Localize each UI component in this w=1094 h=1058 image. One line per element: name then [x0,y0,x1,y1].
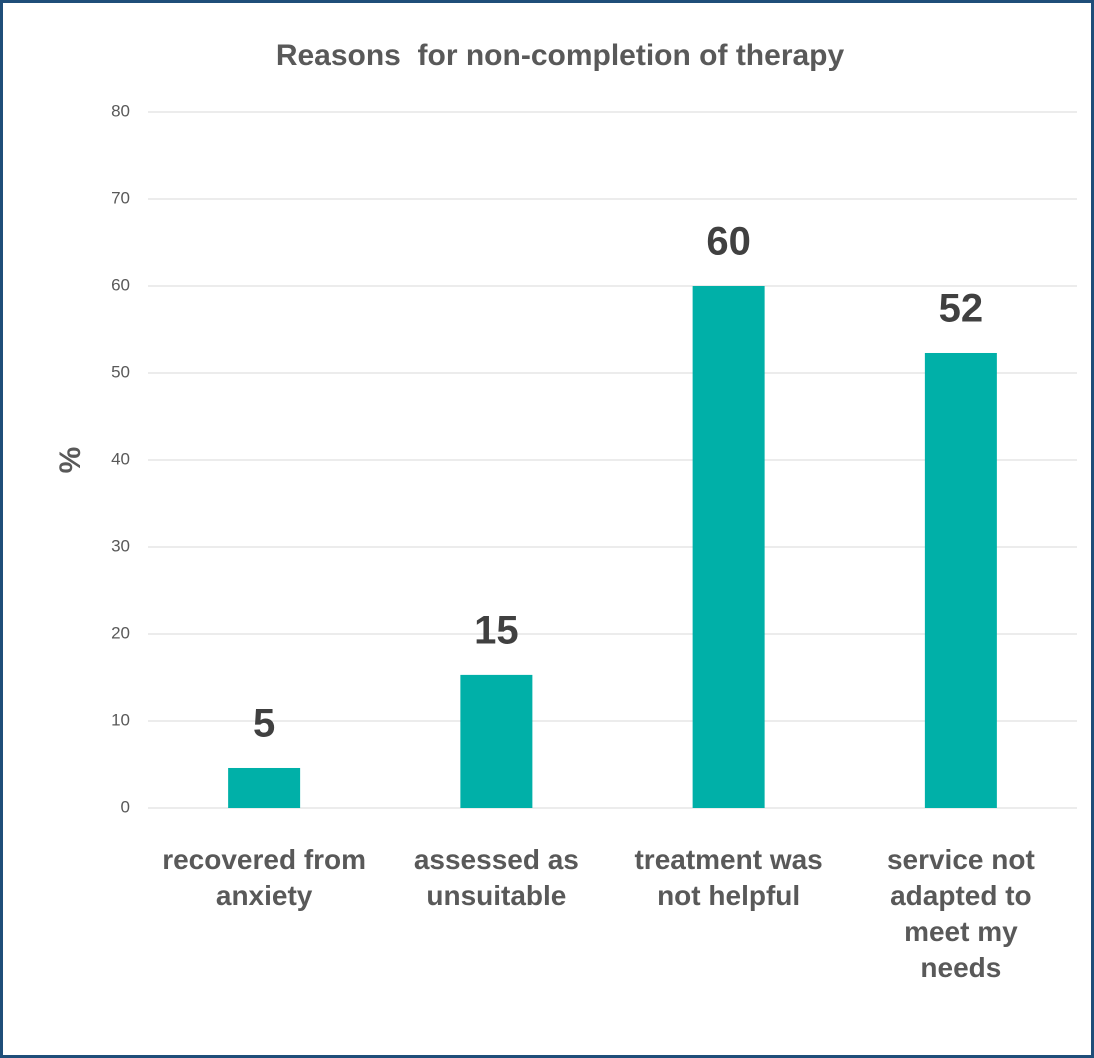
data-label: 60 [706,220,751,264]
y-tick-label: 70 [111,188,130,207]
data-label: 52 [939,287,984,331]
bar [228,767,301,808]
data-label: 15 [474,608,519,652]
chart-title: Reasons for non-completion of therapy [276,39,845,72]
y-tick-label: 30 [111,536,130,555]
y-tick-label: 60 [111,275,130,294]
x-tick-label: treatment was not helpful [634,844,823,911]
y-axis-label: % [54,447,87,474]
y-tick-label: 50 [111,362,130,381]
y-tick-label: 20 [111,623,130,642]
y-tick-label: 40 [111,449,130,468]
x-tick-label: service not adapted to meet my needs [886,844,1035,983]
bar [692,286,765,808]
x-tick-label: assessed as unsuitable [413,844,579,911]
y-tick-label: 0 [121,797,130,816]
bar [460,674,533,808]
y-tick-label: 80 [111,101,130,120]
data-label: 5 [253,702,275,746]
y-tick-label: 10 [111,710,130,729]
x-tick-label: recovered from anxiety [162,844,367,911]
bar [924,352,997,808]
